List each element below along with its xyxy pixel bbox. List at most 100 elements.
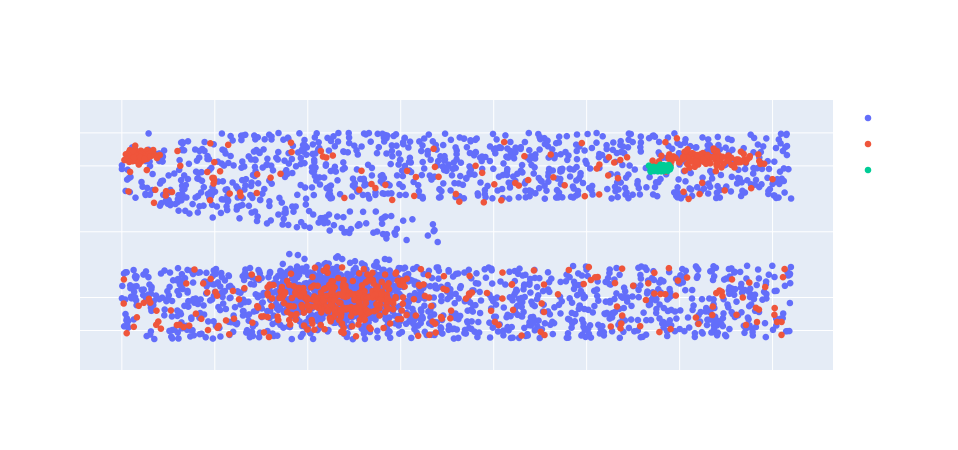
scatter-point	[703, 321, 711, 329]
scatter-point	[741, 165, 749, 173]
scatter-point	[452, 144, 459, 151]
scatter-point	[449, 273, 457, 280]
scatter-point	[389, 153, 396, 160]
scatter-point	[536, 146, 543, 153]
scatter-point	[712, 167, 720, 175]
scatter-point	[613, 264, 620, 272]
scatter-point	[130, 154, 138, 161]
scatter-point	[185, 160, 193, 168]
scatter-point	[536, 274, 543, 282]
scatter-point	[152, 321, 160, 329]
scatter-point	[626, 162, 633, 169]
scatter-point	[248, 179, 255, 186]
scatter-point	[508, 281, 516, 289]
scatter-point	[399, 183, 407, 191]
scatter-point	[324, 306, 332, 314]
scatter-point	[744, 156, 751, 163]
scatter-point	[637, 133, 645, 140]
scatter-point	[382, 315, 389, 323]
scatter-point	[769, 262, 776, 270]
scatter-point	[786, 279, 794, 287]
scatter-point	[161, 306, 168, 313]
scatter-point	[267, 217, 275, 224]
scatter-point	[604, 172, 612, 179]
scatter-point	[351, 179, 359, 187]
scatter-point	[256, 149, 263, 157]
scatter-point	[351, 257, 359, 265]
scatter-point	[475, 318, 482, 326]
scatter-point	[447, 136, 455, 144]
scatter-point	[614, 174, 622, 182]
scatter-point	[445, 268, 453, 275]
scatter-point	[700, 185, 708, 192]
scatter-point	[176, 309, 184, 316]
scatter-point	[712, 194, 720, 202]
scatter-point	[485, 264, 493, 271]
scatter-point	[165, 172, 172, 179]
scatter-point	[706, 295, 713, 302]
scatter-point	[512, 149, 519, 156]
scatter-point	[766, 185, 774, 193]
scatter-point	[536, 334, 543, 342]
scatter-point	[407, 159, 415, 166]
scatter-point	[377, 178, 385, 185]
scatter-point	[403, 236, 410, 244]
scatter-point	[428, 302, 435, 310]
scatter-point	[606, 269, 613, 277]
scatter-point	[356, 308, 364, 316]
scatter-point	[740, 150, 747, 158]
scatter-point	[526, 146, 533, 154]
scatter-point	[456, 198, 463, 205]
scatter-point	[132, 297, 140, 304]
scatter-point	[607, 323, 615, 330]
scatter-point	[609, 309, 616, 317]
scatter-point	[361, 182, 368, 189]
scatter-point	[345, 129, 353, 137]
scatter-point	[364, 294, 372, 302]
scatter-point	[727, 188, 735, 195]
scatter-point	[635, 293, 642, 301]
scatter-point	[769, 175, 776, 183]
legend-marker-0	[864, 114, 872, 122]
scatter-point	[552, 194, 560, 201]
scatter-point	[184, 138, 192, 145]
scatter-point	[749, 328, 756, 336]
scatter-point	[194, 175, 201, 182]
legend[interactable]	[864, 114, 872, 174]
scatter-point	[264, 283, 271, 291]
scatter-point	[708, 175, 716, 182]
scatter-point	[686, 164, 693, 171]
scatter-point	[195, 169, 202, 177]
legend-item-2[interactable]	[864, 166, 872, 174]
scatter-point	[288, 294, 296, 302]
scatter-point	[218, 130, 226, 137]
scatter-point	[242, 131, 249, 139]
legend-item-0[interactable]	[864, 114, 872, 122]
scatter-point	[440, 180, 447, 187]
scatter-point	[358, 167, 365, 175]
scatter-point	[675, 176, 682, 183]
scatter-point	[466, 272, 473, 280]
scatter-point	[349, 270, 356, 278]
scatter-point	[276, 271, 284, 279]
scatter-point	[212, 265, 220, 273]
scatter-point	[293, 263, 301, 270]
scatter-point	[545, 172, 552, 180]
scatter-point	[336, 316, 343, 324]
scatter-point	[347, 225, 355, 233]
legend-item-1[interactable]	[864, 140, 872, 148]
scatter-point	[627, 130, 635, 138]
scatter-point	[392, 231, 399, 238]
scatter-point	[378, 290, 385, 298]
scatter-point	[352, 333, 360, 340]
scatter-point	[418, 171, 426, 179]
scatter-point	[219, 146, 226, 153]
scatter-point	[181, 302, 188, 310]
scatter-point	[341, 194, 348, 202]
scatter-point	[325, 147, 333, 154]
scatter-point	[758, 165, 766, 173]
scatter-point	[719, 153, 726, 161]
scatter-point	[666, 165, 673, 172]
scatter-point	[218, 269, 225, 277]
